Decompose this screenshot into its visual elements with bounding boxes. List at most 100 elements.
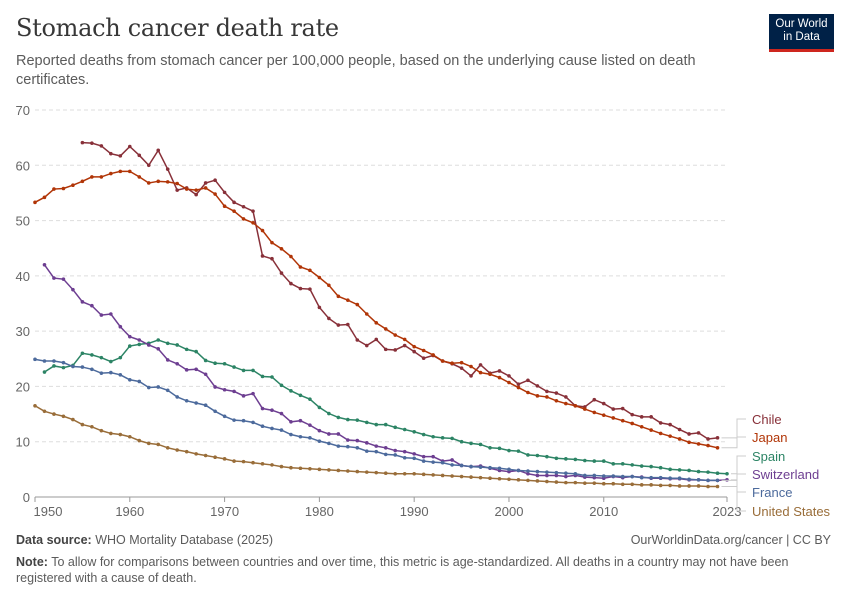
data-point: [308, 436, 312, 440]
series-label: Spain: [752, 449, 785, 464]
data-point: [127, 169, 132, 174]
data-point: [251, 420, 255, 425]
data-point: [61, 360, 66, 365]
data-point: [80, 300, 85, 304]
data-point: [535, 453, 540, 458]
data-point: [184, 399, 189, 403]
data-point: [90, 175, 94, 179]
data-point: [232, 459, 236, 463]
data-point: [402, 455, 407, 460]
data-point: [573, 471, 578, 476]
data-point: [583, 481, 587, 485]
data-point: [583, 458, 587, 463]
data-point: [99, 175, 104, 179]
source-url[interactable]: OurWorldinData.org/cancer | CC BY: [630, 533, 831, 547]
data-point: [497, 446, 502, 451]
data-point: [516, 478, 521, 482]
data-point: [42, 409, 47, 414]
data-point: [611, 474, 616, 478]
data-point: [677, 468, 682, 472]
data-point: [127, 377, 132, 382]
data-point: [241, 459, 246, 464]
data-point: [336, 444, 341, 448]
data-point: [545, 389, 549, 394]
data-point: [516, 385, 521, 390]
data-point: [156, 179, 161, 184]
data-point: [298, 286, 303, 291]
data-point: [649, 428, 653, 432]
logo-line2: in Data: [783, 31, 820, 43]
data-point: [535, 394, 540, 398]
data-point: [402, 449, 407, 454]
data-point: [630, 482, 635, 487]
x-tick-label: 1960: [115, 504, 144, 519]
data-point: [355, 302, 360, 307]
data-point: [346, 438, 350, 442]
data-point: [308, 268, 312, 273]
data-point: [583, 407, 587, 411]
data-point: [308, 287, 312, 291]
data-point: [431, 473, 435, 477]
data-point: [393, 348, 398, 352]
data-point: [526, 390, 530, 395]
data-point: [298, 265, 303, 269]
data-point: [478, 442, 483, 447]
data-point: [99, 144, 104, 148]
data-point: [639, 415, 644, 419]
data-point: [393, 425, 398, 430]
data-point: [317, 467, 322, 472]
data-point: [213, 385, 217, 389]
data-point: [639, 424, 644, 429]
data-point: [184, 368, 189, 372]
data-point: [488, 465, 492, 470]
series-line-chile: [82, 141, 718, 440]
data-point: [393, 333, 398, 337]
data-point: [336, 468, 341, 473]
data-point: [526, 378, 530, 383]
data-point: [412, 471, 416, 476]
data-point: [52, 359, 56, 363]
data-point: [308, 423, 312, 427]
data-point: [298, 393, 303, 398]
x-tick-label: 1970: [210, 504, 239, 519]
data-point: [402, 337, 407, 342]
data-point: [118, 373, 123, 377]
data-point: [696, 431, 701, 435]
y-tick-label: 20: [16, 379, 30, 394]
label-connector: [731, 455, 746, 475]
source-text[interactable]: WHO Mortality Database (2025): [95, 533, 274, 547]
data-point: [308, 397, 312, 401]
data-point: [421, 348, 426, 353]
data-point: [545, 454, 549, 459]
data-point: [459, 360, 464, 365]
owid-logo[interactable]: Our World in Data: [769, 14, 834, 52]
page-title: Stomach cancer death rate: [16, 14, 339, 42]
data-point: [592, 459, 597, 463]
data-point: [488, 445, 492, 450]
data-point: [165, 167, 170, 171]
data-point: [260, 462, 265, 466]
data-point: [507, 380, 511, 385]
y-tick-label: 40: [16, 269, 30, 284]
data-point: [165, 341, 170, 346]
data-point: [687, 432, 691, 436]
data-point: [346, 298, 350, 302]
data-point: [535, 469, 540, 474]
data-point: [516, 449, 521, 453]
data-point: [52, 187, 56, 191]
data-point: [431, 460, 435, 464]
data-point: [507, 467, 511, 472]
data-point: [469, 441, 473, 446]
data-source: Data source: WHO Mortality Database (202…: [16, 533, 273, 547]
data-point: [109, 359, 113, 364]
data-point: [99, 371, 104, 375]
data-point: [137, 338, 142, 342]
data-point: [469, 364, 473, 369]
data-point: [649, 475, 653, 480]
data-point: [583, 473, 587, 478]
data-point: [270, 408, 274, 413]
data-point: [203, 403, 208, 408]
y-tick-label: 0: [23, 490, 30, 505]
data-point: [554, 456, 559, 461]
